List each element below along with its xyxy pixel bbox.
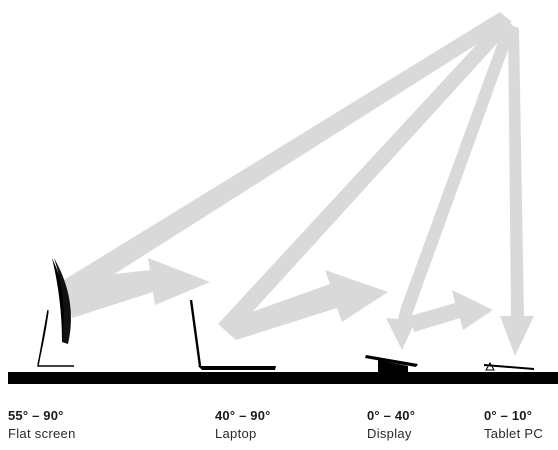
ray-tablet xyxy=(508,24,524,318)
angle-range: 0° – 10° xyxy=(484,408,533,423)
angle-range: 40° – 90° xyxy=(215,408,271,423)
caption-display: 0° – 40° Display xyxy=(367,408,507,441)
ray-flat-screen-reflected xyxy=(64,258,210,318)
caption-tablet-pc: 0° – 10° Tablet PC xyxy=(484,408,558,441)
device-name: Laptop xyxy=(215,426,257,441)
angle-range: 55° – 90° xyxy=(8,408,64,423)
laptop-icon xyxy=(189,299,276,370)
device-name: Flat screen xyxy=(8,426,76,441)
light-rays xyxy=(64,12,534,356)
caption-laptop: 40° – 90° Laptop xyxy=(215,408,355,441)
ray-tablet-arrow xyxy=(500,316,534,356)
display-icon xyxy=(365,355,418,372)
caption-flat-screen: 55° – 90° Flat screen xyxy=(8,408,148,441)
ray-display-reflected xyxy=(410,290,493,332)
ground-bar xyxy=(8,372,558,384)
ray-laptop xyxy=(218,16,513,330)
device-name: Display xyxy=(367,426,412,441)
ray-flat-screen xyxy=(64,12,512,292)
angle-range: 0° – 40° xyxy=(367,408,416,423)
ray-laptop-reflected xyxy=(218,270,388,340)
flat-screen-icon xyxy=(37,258,74,367)
device-name: Tablet PC xyxy=(484,426,544,441)
ray-display-arrow xyxy=(386,318,416,350)
ray-display xyxy=(396,20,516,330)
tablet-pc-icon xyxy=(484,361,534,371)
